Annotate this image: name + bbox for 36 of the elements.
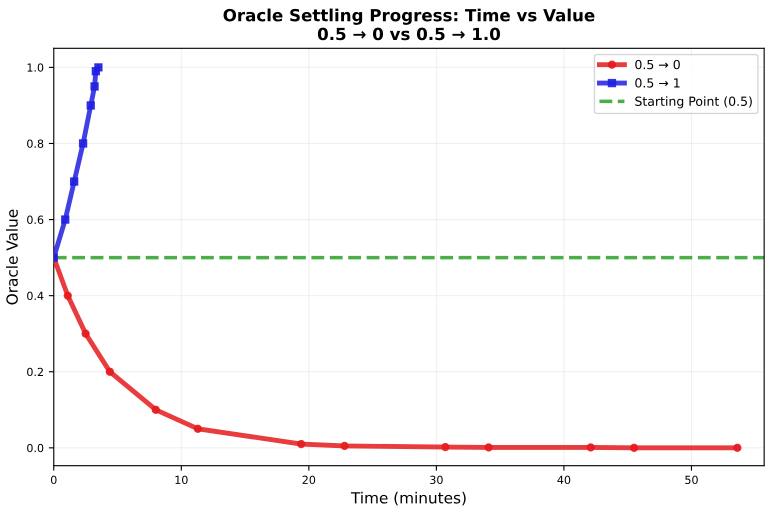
y-tick-label: 0.4 [27,292,44,300]
point [733,444,742,452]
legend-label: 0.5 → 0 [635,60,680,70]
point [441,442,450,452]
point [194,424,202,433]
point [81,330,90,338]
x-axis-title: Time (minutes) [350,492,466,506]
x-tick-label: 40 [557,476,570,484]
point [484,443,493,452]
point [70,177,78,186]
point [297,440,306,448]
x-tick-label: 20 [302,476,316,484]
y-tick-label: 0.6 [27,216,44,224]
x-tick-label: 0 [50,476,57,484]
point [61,215,70,224]
chart-title: Oracle Settling Progress: Time vs Value 0.5 → 0 vs 0.5 → 1.0 [224,8,594,40]
point [90,82,99,91]
point [78,139,88,148]
point [630,444,638,452]
legend-label: Starting Point (0.5) [635,96,752,108]
y-tick-label: 0.0 [27,444,44,452]
y-tick-label: 1.0 [28,63,44,72]
point [152,406,160,414]
y-axis-title: Oracle Value [6,210,18,304]
point [340,442,349,450]
point [86,101,95,110]
x-tick-label: 30 [430,476,443,484]
x-tick-label: 50 [685,476,698,484]
legend-label: 0.5 → 1 [635,78,680,88]
y-tick-label: 0.8 [27,139,44,148]
point [586,443,595,452]
point [106,368,114,376]
point [94,63,103,72]
y-tick-label: 0.2 [27,368,43,376]
x-tick-label: 10 [175,476,188,484]
point [64,291,72,300]
